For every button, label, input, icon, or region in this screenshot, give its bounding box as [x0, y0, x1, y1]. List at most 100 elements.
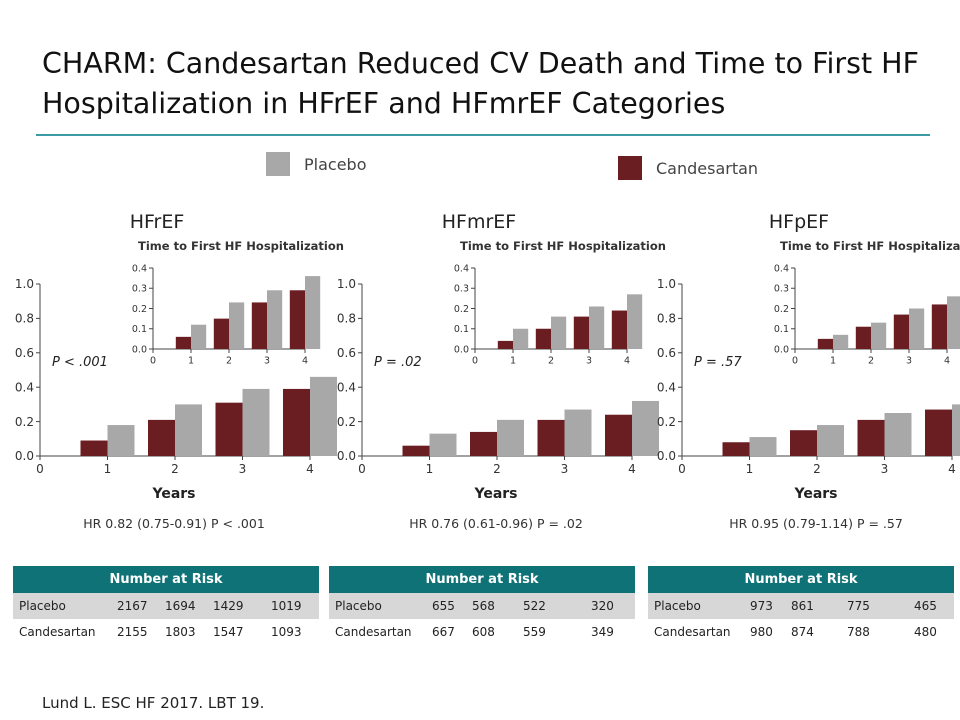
p-value-label: P = .57	[694, 355, 742, 370]
risk-row-label: Placebo	[654, 599, 701, 613]
main-x-tick-label: 2	[493, 462, 501, 476]
inset-bar-placebo-year-2	[871, 322, 887, 349]
legend-label-candesartan: Candesartan	[656, 158, 759, 178]
main-bar-placebo-year-3	[242, 388, 270, 456]
inset-x-tick-label: 3	[586, 356, 592, 367]
main-x-tick-label: 3	[881, 462, 889, 476]
risk-cell: 655	[432, 599, 455, 613]
risk-row-label: Placebo	[335, 599, 382, 613]
inset-y-tick-label: 0.0	[454, 344, 469, 355]
chart-panel-hfpef: HFpEF Time to First HF Hospitalization 0.0…	[642, 200, 960, 540]
risk-row-label: Placebo	[19, 599, 66, 613]
inset-x-tick-label: 2	[548, 356, 554, 367]
main-y-tick-label: 0.8	[337, 312, 356, 326]
risk-table-hfref: Number at Risk Placebo 2167 1694 1429 10…	[13, 566, 319, 645]
inset-bar-candesartan-year-3	[893, 314, 909, 349]
hazard-ratio-text: HR 0.82 (0.75-0.91) P < .001	[83, 516, 265, 531]
main-x-tick-label: 1	[426, 462, 434, 476]
inset-x-tick-label: 4	[944, 356, 950, 367]
inset-bar-candesartan-year-1	[817, 338, 833, 349]
slide-title: CHARM: Candesartan Reduced CV Death and …	[42, 47, 920, 120]
main-bar-placebo-year-4	[632, 400, 659, 456]
panel-title: HFrEF	[130, 211, 185, 233]
legend-swatch-candesartan	[618, 156, 642, 180]
risk-cell: 608	[472, 625, 495, 639]
risk-cell: 861	[791, 599, 814, 613]
risk-cell: 1547	[213, 625, 244, 639]
legend-item-candesartan: Candesartan	[618, 156, 758, 180]
risk-row-placebo: Placebo 655 568 522 320	[329, 593, 635, 619]
inset-y-tick-label: 0.4	[774, 263, 789, 274]
main-bar-placebo-year-2	[817, 425, 844, 456]
hazard-ratio-text: HR 0.76 (0.61-0.96) P = .02	[409, 516, 583, 531]
risk-cell: 1803	[165, 625, 196, 639]
chart-panel-hfmref: HFmrEF Time to First HF Hospitalization 0.…	[322, 200, 666, 540]
x-axis-label: Years	[151, 486, 195, 502]
main-y-tick-label: 0.2	[15, 415, 34, 429]
inset-x-tick-label: 4	[302, 356, 308, 367]
inset-x-tick-label: 1	[188, 356, 194, 367]
main-x-tick-label: 2	[813, 462, 821, 476]
inset-bar-placebo-year-3	[267, 290, 283, 349]
main-x-tick-label: 3	[239, 462, 247, 476]
main-x-tick-label: 0	[36, 462, 44, 476]
risk-row-candesartan: Candesartan 667 608 559 349	[329, 619, 635, 645]
risk-row-placebo: Placebo 2167 1694 1429 1019	[13, 593, 319, 619]
risk-cell: 1093	[271, 625, 302, 639]
inset-bar-placebo-year-2	[551, 316, 567, 349]
inset-x-tick-label: 4	[624, 356, 630, 367]
main-bar-placebo-year-4	[310, 376, 337, 456]
inset-x-tick-label: 2	[868, 356, 874, 367]
chart-panel-hfref: HFrEF Time to First HF Hospitalization 0.0…	[0, 200, 344, 540]
inset-x-tick-label: 3	[906, 356, 912, 367]
panel-title: HFmrEF	[442, 211, 516, 233]
risk-cell: 775	[847, 599, 870, 613]
main-y-tick-label: 0.4	[15, 380, 34, 394]
main-x-tick-label: 0	[678, 462, 686, 476]
inset-bar-placebo-year-1	[191, 324, 207, 349]
inset-x-tick-label: 1	[830, 356, 836, 367]
main-y-tick-label: 0.8	[15, 312, 34, 326]
chart-svg: HFrEF Time to First HF Hospitalization 0.0…	[15, 211, 344, 531]
inset-y-tick-label: 0.3	[774, 284, 789, 295]
inset-y-tick-label: 0.2	[454, 304, 469, 315]
footnote: Lund L. ESC HF 2017. LBT 19.	[42, 694, 265, 712]
main-y-tick-label: 1.0	[657, 277, 676, 291]
inset-bar-placebo-year-3	[589, 306, 605, 349]
inset-y-tick-label: 0.2	[132, 304, 147, 315]
main-bar-candesartan-year-2	[148, 419, 175, 456]
title-rule	[36, 134, 930, 136]
risk-row-label: Candesartan	[654, 625, 731, 639]
main-y-tick-label: 0.2	[337, 415, 356, 429]
risk-row-placebo: Placebo 973 861 775 465	[648, 593, 954, 619]
inset-y-tick-label: 0.1	[774, 324, 789, 335]
risk-table-header: Number at Risk	[648, 566, 954, 593]
main-bar-candesartan-year-1	[722, 442, 750, 456]
inset-title: Time to First HF Hospitalization	[138, 239, 344, 253]
risk-cell: 1429	[213, 599, 244, 613]
main-bar-placebo-year-2	[175, 404, 202, 456]
inset-x-tick-label: 2	[226, 356, 232, 367]
main-y-tick-label: 0.0	[657, 449, 676, 463]
main-y-tick-label: 0.0	[15, 449, 34, 463]
main-y-tick-label: 0.6	[657, 346, 676, 360]
main-bar-placebo-year-3	[564, 409, 592, 456]
inset-y-tick-label: 0.1	[132, 324, 147, 335]
p-value-label: P < .001	[52, 355, 108, 370]
inset-bar-candesartan-year-2	[855, 326, 871, 349]
main-bar-candesartan-year-4	[925, 409, 952, 456]
inset-y-tick-label: 0.0	[132, 344, 147, 355]
main-bar-candesartan-year-3	[537, 419, 565, 456]
inset-bar-placebo-year-1	[833, 334, 849, 349]
risk-cell: 522	[523, 599, 546, 613]
main-y-tick-label: 0.4	[337, 380, 356, 394]
inset-bar-placebo-year-4	[627, 294, 643, 349]
risk-cell: 1019	[271, 599, 302, 613]
risk-cell: 1694	[165, 599, 196, 613]
inset-x-tick-label: 1	[510, 356, 516, 367]
main-x-tick-label: 1	[746, 462, 754, 476]
risk-table-hfpef: Number at Risk Placebo 973 861 775 465 C…	[648, 566, 954, 645]
risk-row-label: Candesartan	[335, 625, 412, 639]
main-x-tick-label: 2	[171, 462, 179, 476]
inset-y-tick-label: 0.4	[132, 263, 147, 274]
